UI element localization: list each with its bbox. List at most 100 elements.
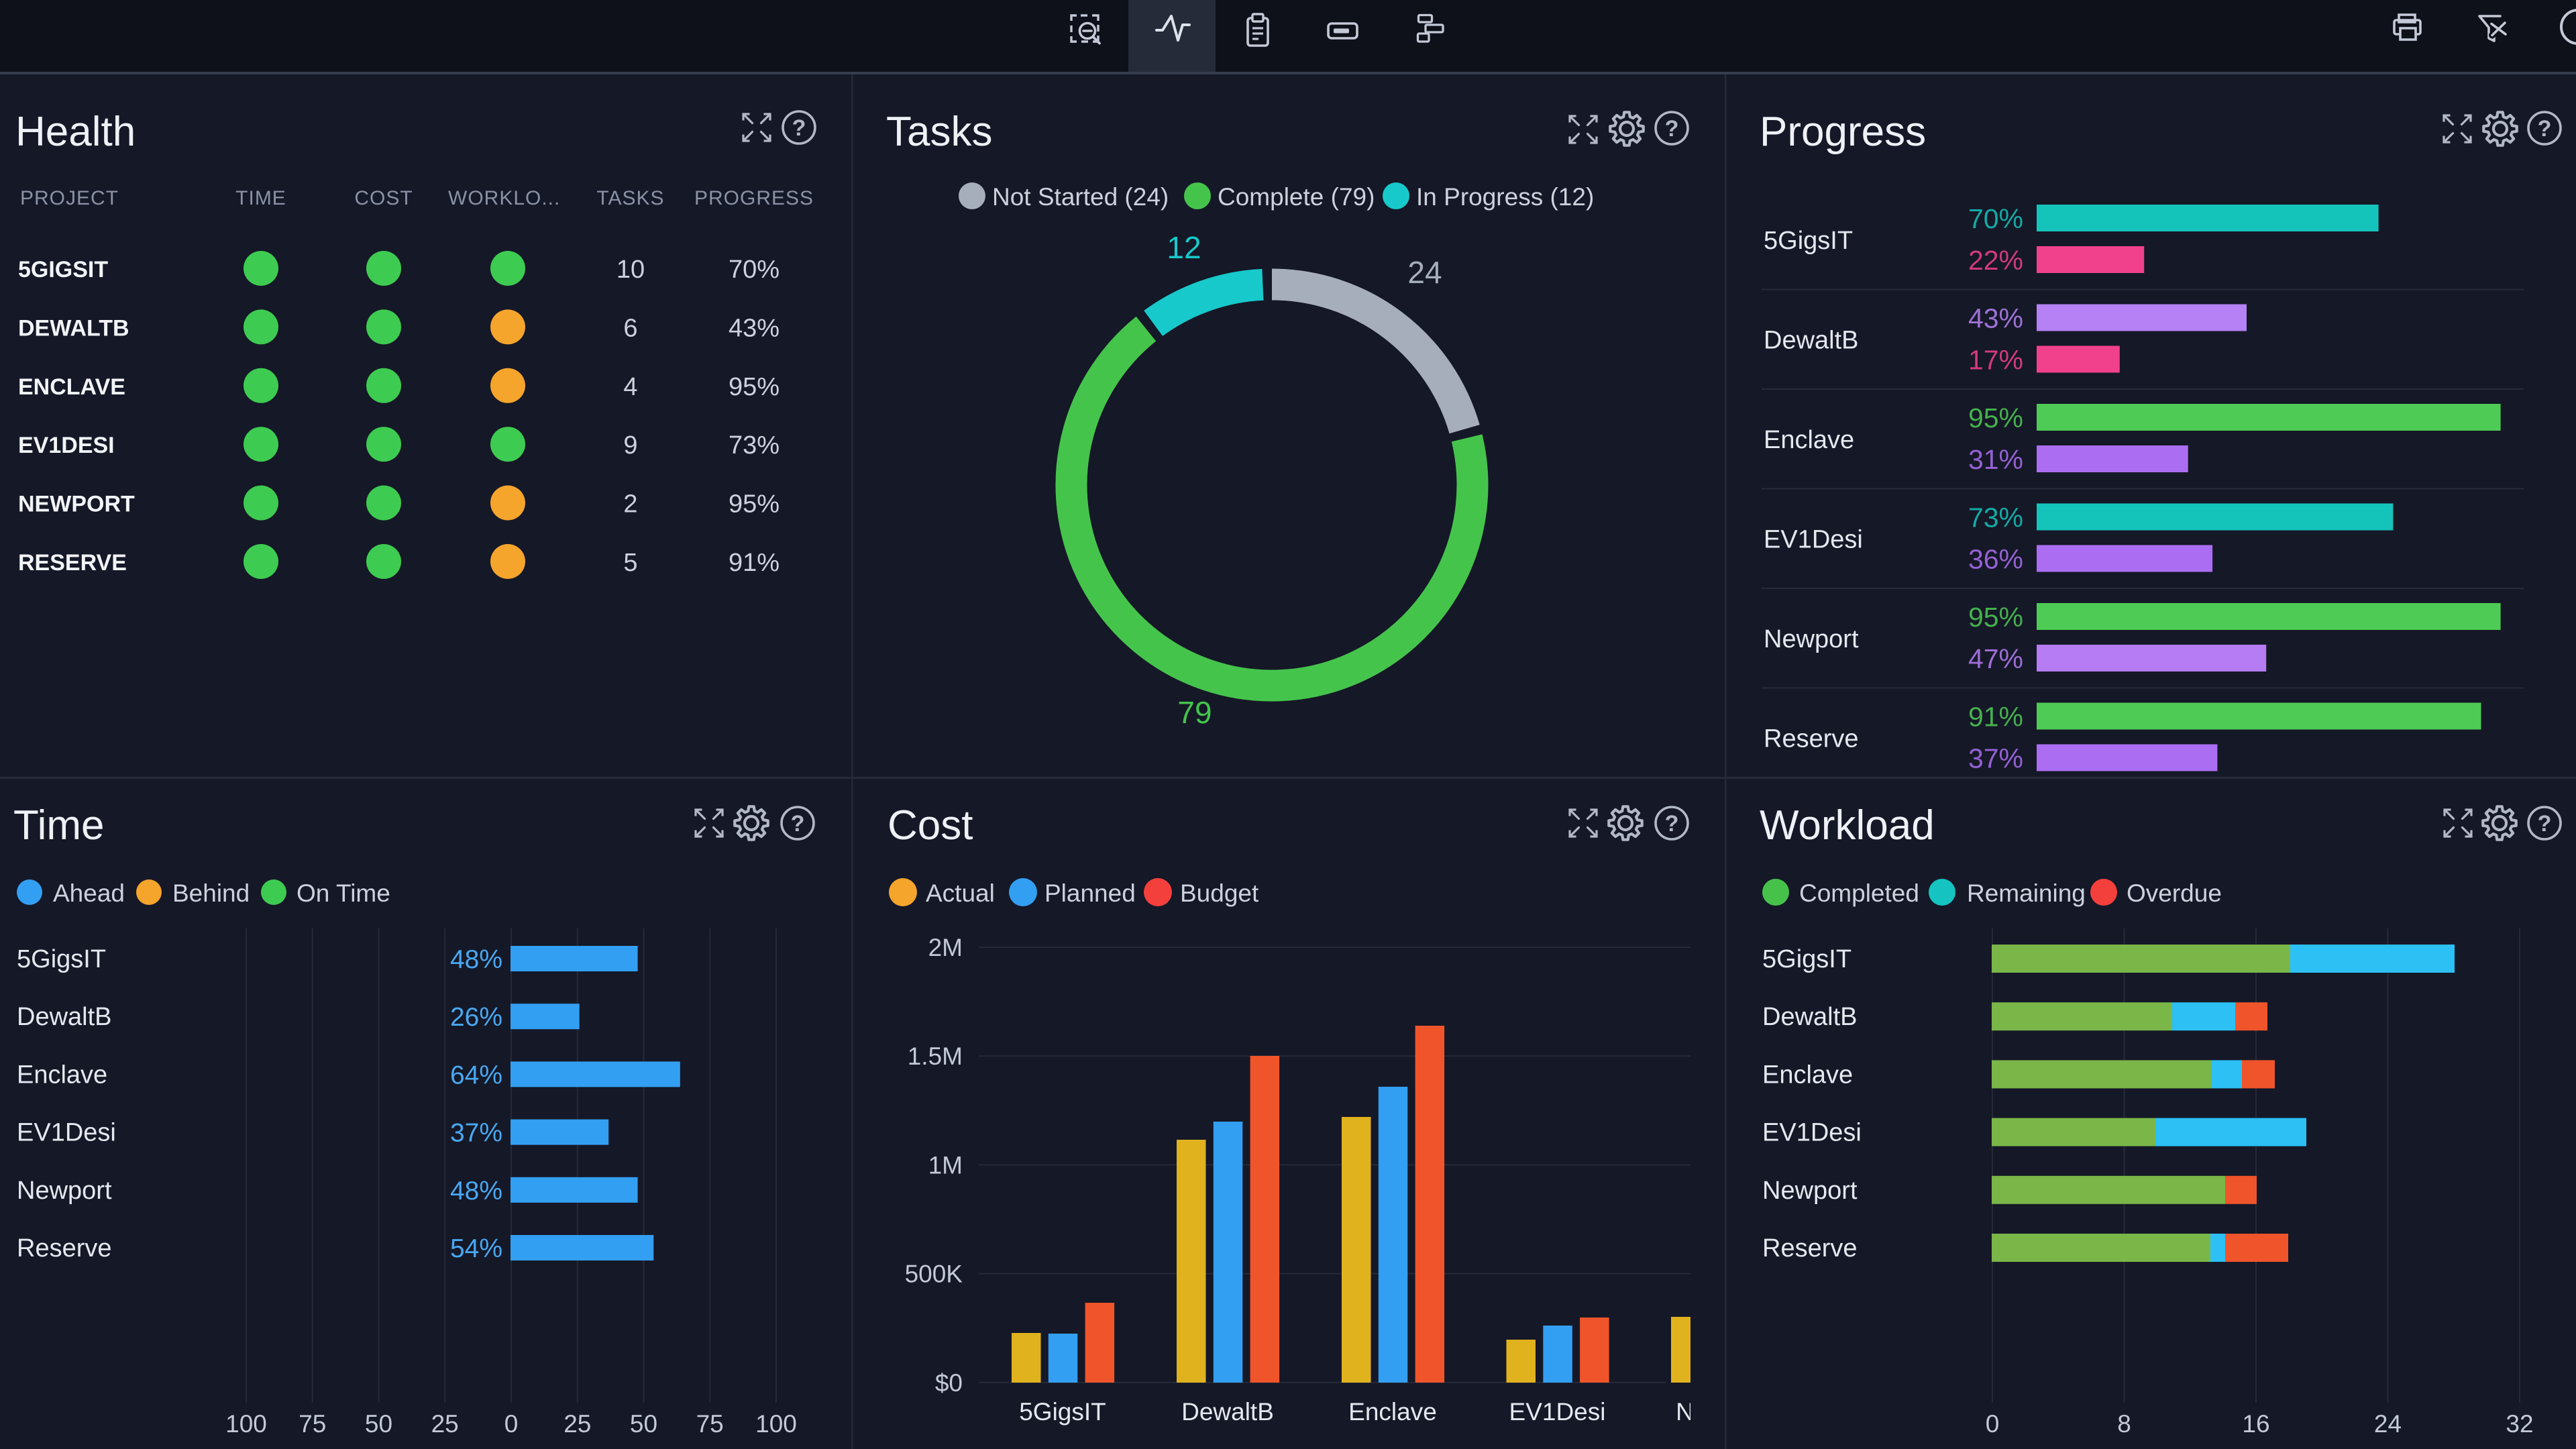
svg-text:Enclave: Enclave [17, 1061, 107, 1089]
svg-text:?: ? [2538, 116, 2552, 142]
svg-text:PROJECT: PROJECT [20, 187, 119, 209]
svg-text:5: 5 [623, 549, 637, 577]
svg-text:95%: 95% [729, 490, 780, 519]
svg-text:5GIGSIT: 5GIGSIT [18, 257, 108, 282]
svg-text:Health: Health [15, 109, 136, 155]
svg-text:?: ? [1665, 811, 1679, 837]
svg-text:2M: 2M [928, 934, 963, 961]
svg-text:Actual: Actual [926, 879, 995, 907]
svg-text:RESERVE: RESERVE [18, 550, 127, 576]
svg-text:9: 9 [623, 431, 637, 460]
svg-text:1M: 1M [928, 1151, 963, 1179]
svg-text:COST: COST [354, 187, 413, 209]
svg-text:Reserve: Reserve [17, 1234, 112, 1263]
svg-text:DEWALTB: DEWALTB [18, 315, 129, 341]
svg-text:5GigsIT: 5GigsIT [17, 945, 106, 973]
svg-text:95%: 95% [1968, 602, 2023, 633]
svg-text:6: 6 [623, 314, 637, 342]
svg-text:Newport: Newport [1762, 1177, 1858, 1205]
svg-text:Ahead: Ahead [53, 879, 125, 907]
svg-text:?: ? [1665, 116, 1679, 142]
svg-text:DewaltB: DewaltB [1181, 1398, 1274, 1426]
svg-text:DewaltB: DewaltB [17, 1003, 112, 1031]
svg-text:Complete (79): Complete (79) [1218, 183, 1375, 211]
svg-text:EV1Desi: EV1Desi [17, 1119, 116, 1147]
svg-text:Workload: Workload [1760, 802, 1935, 849]
svg-text:Tasks: Tasks [886, 109, 992, 155]
svg-text:Behind: Behind [172, 879, 250, 907]
svg-text:37%: 37% [1968, 743, 2023, 774]
svg-text:Newport: Newport [1764, 625, 1859, 653]
svg-text:75: 75 [299, 1410, 326, 1438]
svg-text:100: 100 [755, 1410, 797, 1438]
svg-text:PROGRESS: PROGRESS [694, 187, 814, 209]
svg-text:500K: 500K [905, 1260, 963, 1288]
svg-text:Reserve: Reserve [1764, 725, 1859, 753]
svg-text:Time: Time [13, 802, 104, 849]
svg-text:79: 79 [1177, 695, 1212, 730]
svg-text:54%: 54% [450, 1234, 502, 1263]
svg-text:95%: 95% [729, 373, 780, 401]
svg-text:32: 32 [2506, 1410, 2533, 1438]
svg-text:95%: 95% [1968, 402, 2023, 433]
svg-text:Progress: Progress [1760, 109, 1926, 155]
svg-text:?: ? [792, 115, 806, 141]
svg-text:DewaltB: DewaltB [1762, 1003, 1858, 1031]
svg-text:70%: 70% [1968, 203, 2023, 234]
svg-text:75: 75 [696, 1410, 724, 1438]
svg-text:TASKS: TASKS [596, 187, 664, 209]
svg-text:48%: 48% [450, 1177, 502, 1205]
svg-text:50: 50 [630, 1410, 657, 1438]
svg-text:25: 25 [564, 1410, 591, 1438]
svg-text:73%: 73% [1968, 502, 2023, 533]
svg-text:Cost: Cost [888, 802, 973, 849]
svg-text:25: 25 [431, 1410, 459, 1438]
svg-text:36%: 36% [1968, 544, 2023, 575]
svg-text:Planned: Planned [1044, 879, 1136, 907]
svg-text:26%: 26% [450, 1003, 502, 1032]
svg-text:17%: 17% [1968, 345, 2023, 376]
svg-text:2: 2 [623, 490, 637, 519]
svg-text:91%: 91% [1968, 702, 2023, 733]
svg-text:On Time: On Time [297, 879, 390, 907]
svg-text:DewaltB: DewaltB [1764, 327, 1859, 355]
svg-text:73%: 73% [729, 431, 780, 460]
svg-text:EV1Desi: EV1Desi [1509, 1398, 1606, 1426]
svg-text:Newport: Newport [17, 1177, 112, 1205]
svg-text:24: 24 [2374, 1410, 2402, 1438]
svg-text:5GigsIT: 5GigsIT [1019, 1398, 1106, 1426]
svg-text:22%: 22% [1968, 245, 2023, 276]
svg-text:4: 4 [623, 373, 637, 401]
svg-text:8: 8 [2117, 1410, 2131, 1438]
svg-text:Remaining: Remaining [1967, 879, 2086, 907]
svg-text:100: 100 [225, 1410, 267, 1438]
svg-text:Reserve: Reserve [1762, 1234, 1858, 1263]
svg-text:91%: 91% [729, 549, 780, 577]
svg-text:0: 0 [504, 1410, 519, 1438]
svg-text:Overdue: Overdue [2127, 879, 2222, 907]
svg-text:Not Started (24): Not Started (24) [992, 183, 1169, 211]
svg-text:1.5M: 1.5M [908, 1042, 963, 1070]
svg-text:Enclave: Enclave [1348, 1398, 1437, 1426]
svg-text:43%: 43% [729, 314, 780, 342]
svg-text:31%: 31% [1968, 444, 2023, 475]
svg-text:$0: $0 [935, 1369, 963, 1397]
svg-text:In Progress (12): In Progress (12) [1416, 183, 1594, 211]
svg-text:Enclave: Enclave [1764, 426, 1854, 454]
svg-text:Enclave: Enclave [1762, 1061, 1853, 1089]
svg-text:43%: 43% [1968, 303, 2023, 334]
svg-text:50: 50 [365, 1410, 392, 1438]
svg-text:5GigsIT: 5GigsIT [1764, 227, 1853, 255]
svg-text:ENCLAVE: ENCLAVE [18, 374, 125, 400]
svg-text:EV1DESI: EV1DESI [18, 433, 115, 458]
svg-text:12: 12 [1167, 230, 1201, 265]
svg-text:70%: 70% [729, 256, 780, 284]
svg-text:EV1Desi: EV1Desi [1762, 1119, 1862, 1147]
svg-text:0: 0 [1986, 1410, 2000, 1438]
svg-text:NEWPORT: NEWPORT [18, 492, 135, 517]
svg-text:Budget: Budget [1180, 879, 1259, 907]
svg-text:?: ? [791, 811, 805, 837]
svg-text:37%: 37% [450, 1119, 502, 1148]
svg-text:WORKLO...: WORKLO... [448, 187, 560, 209]
svg-text:47%: 47% [1968, 643, 2023, 674]
